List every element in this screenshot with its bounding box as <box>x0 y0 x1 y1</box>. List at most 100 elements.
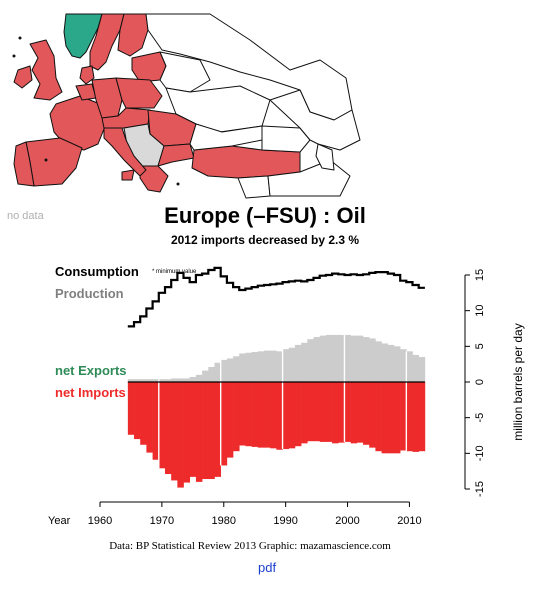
import-bar <box>301 382 308 444</box>
production-bar <box>158 379 166 382</box>
production-bar <box>307 339 314 382</box>
x-tick-label: 2010 <box>397 515 421 527</box>
import-bar <box>276 382 283 450</box>
import-bar <box>195 382 203 482</box>
legend-production: Production <box>55 286 124 301</box>
map-uk <box>29 39 63 101</box>
import-bar <box>294 382 302 447</box>
import-bar <box>313 382 320 442</box>
x-tick-label: 2000 <box>335 515 359 527</box>
production-bar <box>251 352 259 382</box>
production-bar <box>146 379 153 382</box>
production-bar <box>189 377 197 382</box>
import-bar <box>146 382 153 453</box>
no-data-label: no data <box>7 210 45 222</box>
production-bar <box>319 335 327 382</box>
production-bar <box>400 349 407 382</box>
production-bar <box>418 357 426 382</box>
import-bar <box>251 382 259 447</box>
production-bar <box>220 359 228 382</box>
import-bar <box>418 382 426 452</box>
production-bar <box>344 334 351 382</box>
production-bar <box>412 354 420 382</box>
import-bar <box>239 382 246 446</box>
map-island-dot <box>18 36 22 40</box>
production-bar <box>387 344 395 382</box>
import-bar <box>270 382 277 449</box>
chart-title: Europe (–FSU) : Oil <box>164 203 366 228</box>
production-bar <box>338 334 345 382</box>
production-bar <box>177 378 184 382</box>
map-spain <box>25 137 83 187</box>
import-bar <box>164 382 172 475</box>
production-bar <box>282 349 290 382</box>
import-bar <box>214 382 221 477</box>
import-bar <box>233 382 240 452</box>
import-bar <box>332 382 339 444</box>
production-bar <box>202 370 209 382</box>
import-bar <box>338 382 345 443</box>
production-bar <box>381 343 389 382</box>
production-bar <box>313 337 320 382</box>
chart-subtitle: 2012 imports decreased by 2.3 % <box>171 233 359 247</box>
production-bar <box>406 351 413 382</box>
import-bar <box>264 382 271 448</box>
production-bar <box>226 358 234 382</box>
imports-area <box>127 382 426 488</box>
map-island-dot <box>176 182 180 186</box>
production-bar <box>264 350 271 382</box>
import-bar <box>400 382 407 451</box>
y-axis: 15 10 5 0 -5 -10 -15 <box>464 269 486 497</box>
production-bar <box>171 378 178 382</box>
map-portugal <box>13 141 35 187</box>
map-island-dot <box>12 54 16 58</box>
production-bar <box>393 346 401 382</box>
import-bar <box>158 382 166 469</box>
consumption-line <box>127 266 425 328</box>
production-bar <box>245 352 252 382</box>
legend-consumption: Consumption <box>55 264 139 279</box>
map-syria <box>237 175 271 199</box>
production-bar <box>164 379 172 382</box>
production-bar <box>288 347 296 382</box>
import-bar <box>393 382 401 454</box>
production-bar <box>208 367 215 382</box>
decade-dividers <box>158 334 408 469</box>
production-bar <box>233 356 240 382</box>
import-bar <box>375 382 382 452</box>
import-bar <box>319 382 327 442</box>
production-bar <box>350 335 358 382</box>
map-sicily <box>121 169 135 181</box>
europe-map <box>12 13 361 199</box>
map-bulgaria <box>157 143 195 167</box>
import-bar <box>344 382 351 442</box>
pdf-link[interactable]: pdf <box>258 560 277 575</box>
x-tick-label: 1970 <box>150 515 174 527</box>
y-tick-label: 15 <box>474 269 486 281</box>
production-bar <box>356 335 364 382</box>
map-greece <box>139 165 169 193</box>
import-bar <box>177 382 184 488</box>
production-bar <box>276 351 283 382</box>
map-caspian <box>315 143 335 171</box>
import-bar <box>363 382 370 445</box>
import-bar <box>208 382 215 480</box>
import-bar <box>381 382 389 454</box>
x-axis: 1960 1970 1980 1990 2000 2010 <box>88 501 422 527</box>
y-tick-label: -15 <box>474 481 486 497</box>
import-bar <box>245 382 252 447</box>
y-tick-label: 0 <box>474 379 486 385</box>
import-bar <box>412 382 420 452</box>
production-bar <box>325 334 333 382</box>
y-tick-label: -5 <box>474 413 486 423</box>
production-bar <box>152 379 160 382</box>
y-tick-label: 10 <box>474 305 486 317</box>
import-bar <box>369 382 376 448</box>
source-footer: Data: BP Statistical Review 2013 Graphic… <box>109 540 391 552</box>
import-bar <box>202 382 209 480</box>
production-bar <box>195 374 203 382</box>
import-bar <box>152 382 160 460</box>
y-tick-label: -10 <box>474 445 486 461</box>
